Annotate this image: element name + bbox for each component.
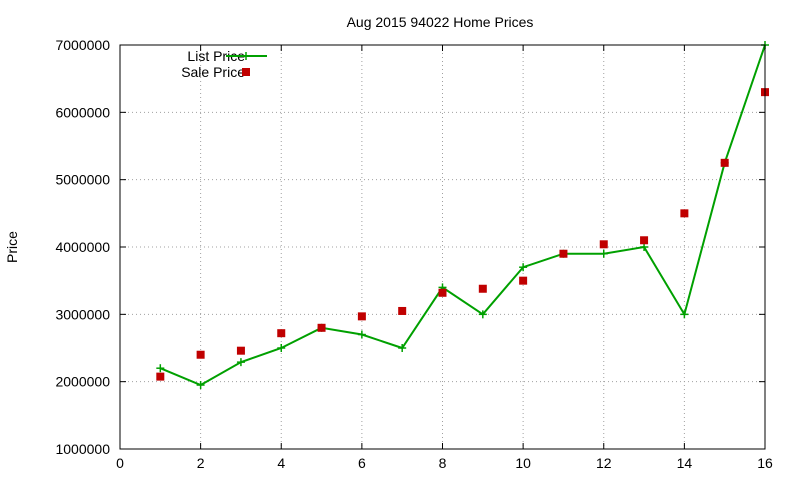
data-point — [236, 358, 245, 367]
data-point — [680, 209, 689, 218]
x-tick-label: 0 — [116, 455, 124, 471]
data-point — [277, 329, 286, 338]
x-tick-label: 6 — [358, 455, 366, 471]
x-tick-label: 14 — [677, 455, 693, 471]
data-point — [156, 372, 165, 381]
data-point — [196, 381, 205, 390]
chart-title: Aug 2015 94022 Home Prices — [347, 14, 534, 30]
data-point — [277, 344, 286, 352]
data-point — [640, 243, 649, 251]
y-axis-label: Price — [4, 231, 20, 263]
y-tick-label: 4000000 — [55, 239, 110, 255]
x-tick-label: 16 — [757, 455, 773, 471]
y-tick-label: 6000000 — [55, 104, 110, 120]
axis-ticks — [119, 44, 766, 450]
data-point — [640, 236, 649, 245]
series-list-price — [156, 41, 769, 390]
data-point — [156, 364, 165, 373]
data-point — [720, 158, 729, 167]
x-tick-label: 2 — [197, 455, 205, 471]
legend-marker — [242, 68, 250, 76]
series-sale-price — [156, 88, 769, 381]
y-tick-label: 2000000 — [55, 374, 110, 390]
series-line — [159, 44, 766, 387]
y-tick-label: 7000000 — [55, 37, 110, 53]
data-point — [236, 346, 245, 355]
x-tick-label: 12 — [596, 455, 612, 471]
y-tick-label: 5000000 — [55, 172, 110, 188]
grid — [120, 45, 765, 449]
data-point — [317, 323, 326, 332]
data-point — [357, 330, 366, 339]
data-point — [599, 249, 608, 258]
series-layer — [156, 41, 769, 390]
data-point — [559, 249, 568, 258]
x-tick-label: 8 — [439, 455, 447, 471]
data-point — [680, 310, 689, 319]
data-point — [478, 284, 487, 293]
data-point — [398, 306, 407, 315]
data-point — [398, 344, 407, 352]
data-point — [599, 240, 608, 249]
data-point — [519, 263, 528, 272]
y-tick-label: 1000000 — [55, 441, 110, 457]
legend-marker — [242, 52, 250, 60]
x-tick-label: 10 — [515, 455, 531, 471]
data-point — [196, 350, 205, 359]
plot-frame — [119, 44, 766, 450]
data-point — [478, 310, 487, 319]
legend-label: List Price — [187, 48, 245, 64]
axis-tick-labels: 0 2 4 6 8 10 12 14 16 1000000 2000000 3000000 400000… — [55, 37, 773, 471]
x-tick-label: 4 — [277, 455, 285, 471]
data-point — [438, 288, 447, 297]
legend-label: Sale Price — [181, 64, 245, 80]
data-point — [357, 312, 366, 321]
data-point — [519, 276, 528, 285]
y-tick-label: 3000000 — [55, 306, 110, 322]
